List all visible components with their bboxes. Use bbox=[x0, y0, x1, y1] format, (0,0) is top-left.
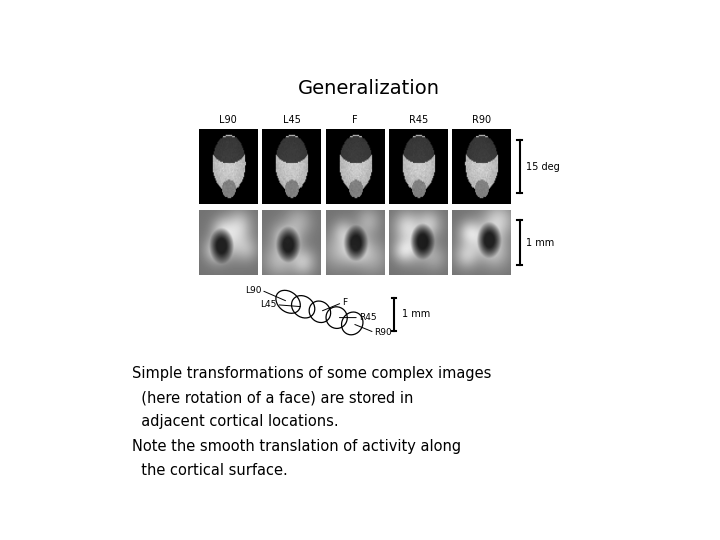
Text: 1 mm: 1 mm bbox=[402, 309, 430, 319]
Text: adjacent cortical locations.: adjacent cortical locations. bbox=[132, 415, 338, 429]
Text: R45: R45 bbox=[409, 115, 428, 125]
Text: the cortical surface.: the cortical surface. bbox=[132, 463, 287, 478]
Text: L90: L90 bbox=[220, 115, 237, 125]
Text: (here rotation of a face) are stored in: (here rotation of a face) are stored in bbox=[132, 390, 413, 406]
Text: L45: L45 bbox=[283, 115, 300, 125]
Text: Simple transformations of some complex images: Simple transformations of some complex i… bbox=[132, 366, 491, 381]
Text: L45: L45 bbox=[260, 300, 276, 309]
Text: F: F bbox=[352, 115, 358, 125]
Text: 1 mm: 1 mm bbox=[526, 238, 554, 247]
Text: R90: R90 bbox=[374, 328, 392, 337]
Text: R45: R45 bbox=[359, 313, 377, 322]
Text: Generalization: Generalization bbox=[298, 79, 440, 98]
Text: R90: R90 bbox=[472, 115, 491, 125]
Text: F: F bbox=[342, 298, 347, 307]
Text: 15 deg: 15 deg bbox=[526, 161, 560, 172]
Text: Note the smooth translation of activity along: Note the smooth translation of activity … bbox=[132, 438, 461, 454]
Text: L90: L90 bbox=[245, 286, 261, 295]
